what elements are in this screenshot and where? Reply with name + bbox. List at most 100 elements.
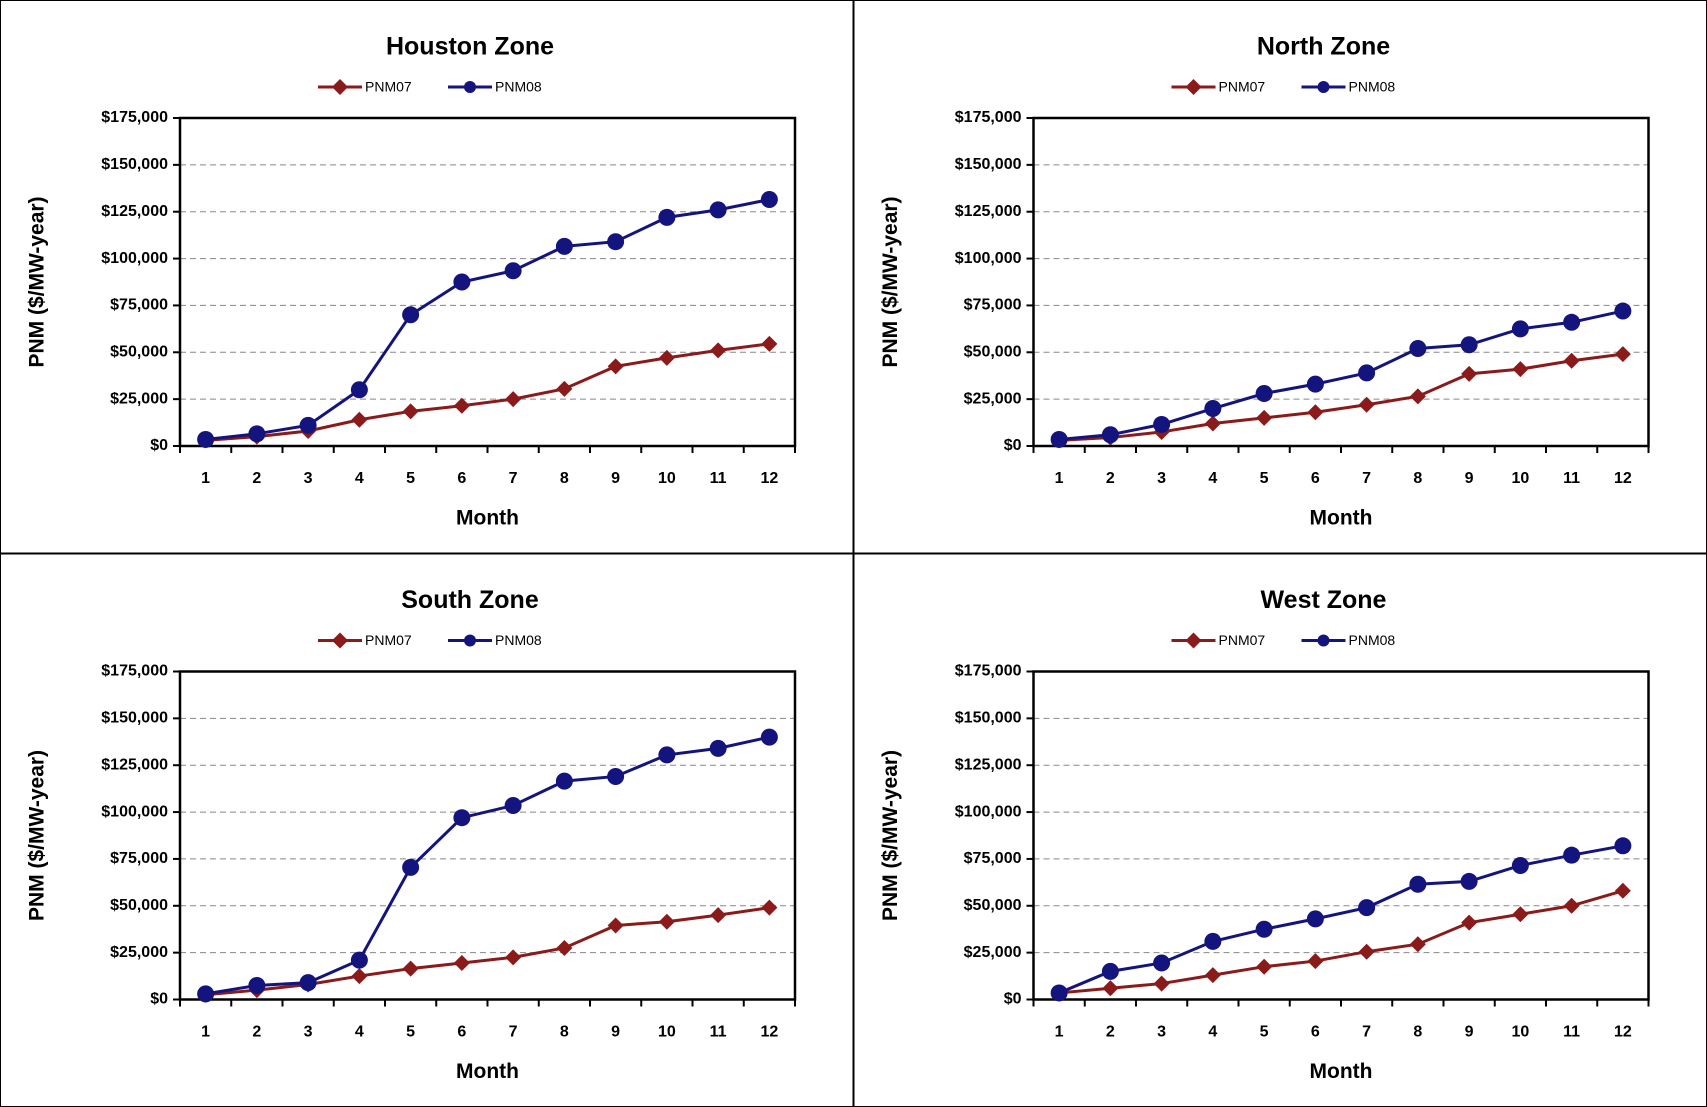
legend-marker <box>1185 79 1202 95</box>
data-point <box>1101 426 1119 444</box>
x-tick-label: 4 <box>1208 1024 1217 1041</box>
data-point <box>505 949 522 966</box>
y-tick-label: $175,000 <box>101 663 168 680</box>
y-tick-label: $0 <box>150 437 168 454</box>
data-point <box>1563 313 1581 331</box>
series-line <box>1058 309 1624 441</box>
x-tick-label: 6 <box>457 470 466 487</box>
data-point <box>1409 936 1426 953</box>
data-point <box>658 208 676 226</box>
y-tick-label: $75,000 <box>110 850 168 867</box>
data-point <box>1358 943 1375 960</box>
data-point <box>607 358 624 375</box>
data-point <box>1307 953 1324 970</box>
data-point <box>453 954 470 971</box>
data-point <box>1461 365 1478 382</box>
legend-marker <box>464 81 476 93</box>
chart-title: North Zone <box>1257 33 1390 61</box>
y-tick-label: $150,000 <box>955 710 1022 727</box>
x-tick-label: 1 <box>201 470 210 487</box>
x-tick-label: 5 <box>406 1024 415 1041</box>
x-tick-label: 8 <box>560 470 569 487</box>
data-point <box>1461 914 1478 931</box>
data-point <box>1563 352 1580 369</box>
x-tick-label: 11 <box>1563 1024 1580 1041</box>
data-point <box>1460 336 1478 354</box>
data-point <box>1409 875 1427 893</box>
y-tick-label: $50,000 <box>964 344 1022 361</box>
chart-panel: North Zone $0 $25,000 $50,000 $75,000 $100,00… <box>853 0 1707 554</box>
y-axis-label: PNM ($/MW-year) <box>879 750 902 921</box>
x-tick-label: 10 <box>1511 470 1529 487</box>
x-tick-label: 12 <box>1614 470 1632 487</box>
y-tick-label: $125,000 <box>101 203 168 220</box>
data-point <box>402 858 420 876</box>
data-point <box>761 899 778 916</box>
data-point <box>760 728 778 746</box>
x-tick-label: 8 <box>560 1024 569 1041</box>
data-point <box>1050 984 1068 1002</box>
series-line <box>205 342 770 442</box>
series-line <box>205 198 770 441</box>
y-axis-label: PNM ($/MW-year) <box>26 750 49 921</box>
data-point <box>1512 361 1529 378</box>
x-tick-label: 11 <box>1563 470 1580 487</box>
x-tick-label: 4 <box>355 470 364 487</box>
data-point <box>350 381 368 399</box>
x-tick-label: 1 <box>1055 1024 1064 1041</box>
data-point <box>1153 975 1170 992</box>
x-tick-label: 6 <box>1311 470 1320 487</box>
data-point <box>1306 910 1324 928</box>
y-tick-label: $75,000 <box>964 297 1022 314</box>
data-point <box>1563 897 1580 914</box>
x-tick-label: 10 <box>658 1024 676 1041</box>
data-point <box>1307 404 1324 421</box>
plot-area <box>1033 671 1649 1000</box>
x-tick-label: 7 <box>1362 1024 1371 1041</box>
data-point <box>1358 396 1375 413</box>
y-tick-label: $175,000 <box>101 109 168 126</box>
data-point <box>556 380 573 397</box>
legend-label: PNM08 <box>1349 632 1396 648</box>
data-point <box>504 797 522 815</box>
data-point <box>1256 958 1273 975</box>
data-point <box>1204 932 1222 950</box>
data-point <box>1101 962 1119 980</box>
data-point <box>1460 872 1478 890</box>
x-tick-label: 11 <box>710 470 727 487</box>
y-tick-label: $150,000 <box>101 156 168 173</box>
data-point <box>1153 415 1171 433</box>
series-line <box>205 906 770 997</box>
data-point <box>1511 320 1529 338</box>
data-point <box>1614 302 1632 320</box>
data-point <box>1614 837 1632 855</box>
x-tick-label: 8 <box>1413 1024 1422 1041</box>
y-tick-label: $100,000 <box>101 803 168 820</box>
y-tick-label: $0 <box>1004 437 1022 454</box>
legend-label: PNM08 <box>495 632 542 648</box>
data-point <box>607 233 625 251</box>
y-tick-label: $25,000 <box>964 390 1022 407</box>
data-point <box>504 262 522 280</box>
x-tick-label: 1 <box>201 1024 210 1041</box>
data-point <box>299 416 317 434</box>
plot-area <box>180 118 795 446</box>
x-tick-label: 7 <box>1362 470 1371 487</box>
x-tick-label: 2 <box>252 470 261 487</box>
x-axis-label: Month <box>456 507 519 530</box>
legend-label: PNM07 <box>365 632 412 648</box>
series-line <box>205 735 770 996</box>
data-point <box>197 985 215 1003</box>
y-tick-label: $0 <box>150 991 168 1008</box>
data-point <box>453 273 471 291</box>
series-line <box>1059 352 1624 442</box>
data-point <box>351 968 368 985</box>
y-axis-label: PNM ($/MW-year) <box>879 196 902 367</box>
x-tick-label: 9 <box>611 470 620 487</box>
data-point <box>710 907 727 924</box>
y-tick-label: $25,000 <box>110 390 168 407</box>
panel-border <box>0 0 854 554</box>
data-point <box>1512 906 1529 923</box>
legend-label: PNM08 <box>495 79 542 95</box>
